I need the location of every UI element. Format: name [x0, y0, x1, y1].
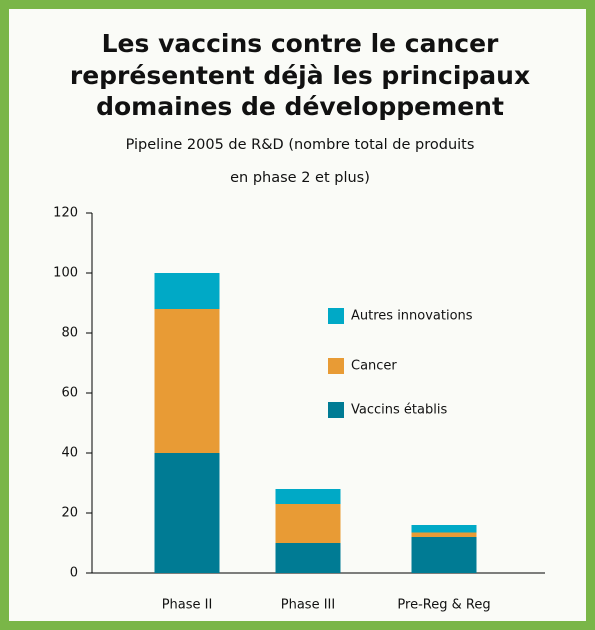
y-tick-label: 60 — [61, 386, 78, 401]
x-tick-label: Pre-Reg & Reg — [397, 598, 490, 613]
bar-segment — [275, 489, 341, 504]
bar-segment — [154, 453, 220, 573]
subtitle: Pipeline 2005 de R&D (nombre total de pr… — [126, 137, 475, 153]
y-tick-label: 100 — [53, 266, 78, 281]
legend-label: Vaccins établis — [351, 403, 447, 418]
x-tick-label: Phase III — [281, 598, 335, 613]
bar-segment — [275, 504, 341, 543]
y-tick-label: 0 — [70, 566, 78, 581]
chart-title: Les vaccins contre le cancer — [102, 29, 499, 58]
bar-segment — [411, 532, 477, 537]
subtitle: en phase 2 et plus) — [230, 170, 370, 186]
bar-segment — [275, 543, 341, 573]
legend-label: Cancer — [351, 359, 397, 374]
y-tick-label: 40 — [61, 446, 78, 461]
y-tick-label: 80 — [61, 326, 78, 341]
chart-title: représentent déjà les principaux — [70, 61, 530, 90]
legend-label: Autres innovations — [351, 309, 473, 324]
bar-segment — [411, 525, 477, 533]
legend-swatch — [328, 358, 344, 374]
legend-swatch — [328, 402, 344, 418]
legend-swatch — [328, 308, 344, 324]
y-tick-label: 120 — [53, 206, 78, 221]
chart-title: domaines de développement — [96, 92, 504, 121]
x-tick-label: Phase II — [162, 598, 213, 613]
bar-segment — [154, 309, 220, 453]
y-tick-label: 20 — [61, 506, 78, 521]
bar-segment — [411, 537, 477, 573]
bar-segment — [154, 273, 220, 309]
